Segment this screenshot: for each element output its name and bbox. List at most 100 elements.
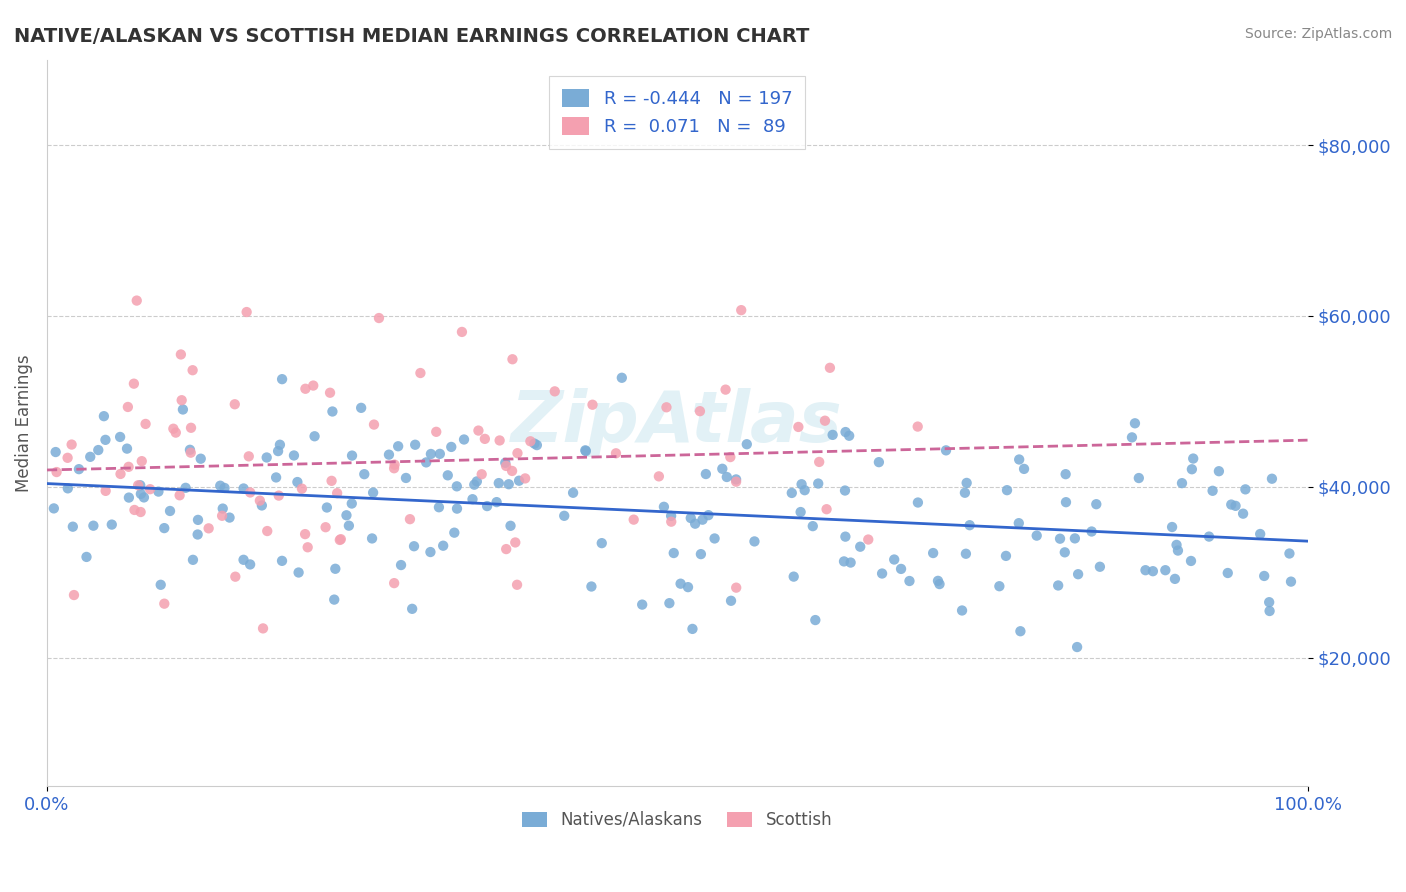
Scottish	[471, 467, 494, 482]
Natives/Alaskans	[218, 510, 240, 524]
Natives/Alaskans	[783, 569, 806, 583]
Natives/Alaskans	[436, 468, 458, 483]
Natives/Alaskans	[389, 558, 412, 572]
Natives/Alaskans	[950, 603, 973, 617]
Natives/Alaskans	[446, 501, 468, 516]
Natives/Alaskans	[446, 479, 468, 493]
Natives/Alaskans	[832, 554, 855, 568]
Natives/Alaskans	[1180, 554, 1202, 568]
Scottish	[131, 454, 153, 468]
Scottish	[488, 434, 510, 448]
Natives/Alaskans	[148, 484, 170, 499]
Natives/Alaskans	[695, 467, 717, 481]
Natives/Alaskans	[485, 495, 508, 509]
Natives/Alaskans	[1154, 563, 1177, 577]
Scottish	[655, 401, 678, 415]
Natives/Alaskans	[1054, 467, 1077, 482]
Scottish	[124, 503, 146, 517]
Natives/Alaskans	[432, 539, 454, 553]
Natives/Alaskans	[387, 439, 409, 453]
Natives/Alaskans	[1278, 547, 1301, 561]
Scottish	[815, 502, 838, 516]
Natives/Alaskans	[523, 436, 546, 450]
Scottish	[501, 464, 523, 478]
Natives/Alaskans	[87, 443, 110, 458]
Natives/Alaskans	[883, 552, 905, 566]
Scottish	[725, 475, 748, 489]
Scottish	[689, 404, 711, 418]
Natives/Alaskans	[1232, 507, 1254, 521]
Natives/Alaskans	[429, 447, 451, 461]
Natives/Alaskans	[256, 450, 278, 465]
Scottish	[252, 621, 274, 635]
Natives/Alaskans	[692, 513, 714, 527]
Natives/Alaskans	[271, 554, 294, 568]
Natives/Alaskans	[907, 495, 929, 509]
Natives/Alaskans	[562, 485, 585, 500]
Natives/Alaskans	[1182, 451, 1205, 466]
Scottish	[808, 455, 831, 469]
Scottish	[581, 398, 603, 412]
Scottish	[122, 376, 145, 391]
Natives/Alaskans	[419, 545, 441, 559]
Scottish	[321, 474, 343, 488]
Natives/Alaskans	[716, 470, 738, 484]
Natives/Alaskans	[553, 508, 575, 523]
Natives/Alaskans	[132, 491, 155, 505]
Natives/Alaskans	[870, 566, 893, 581]
Natives/Alaskans	[340, 496, 363, 510]
Natives/Alaskans	[1198, 530, 1220, 544]
Scottish	[623, 513, 645, 527]
Natives/Alaskans	[159, 504, 181, 518]
Scottish	[170, 393, 193, 408]
Natives/Alaskans	[849, 540, 872, 554]
Scottish	[181, 363, 204, 377]
Natives/Alaskans	[76, 549, 98, 564]
Scottish	[648, 469, 671, 483]
Natives/Alaskans	[45, 445, 67, 459]
Natives/Alaskans	[402, 539, 425, 553]
Natives/Alaskans	[744, 534, 766, 549]
Natives/Alaskans	[42, 501, 65, 516]
Natives/Alaskans	[679, 511, 702, 525]
Natives/Alaskans	[172, 402, 194, 417]
Scottish	[129, 505, 152, 519]
Scottish	[224, 397, 246, 411]
Natives/Alaskans	[361, 532, 384, 546]
Natives/Alaskans	[725, 472, 748, 486]
Scottish	[238, 450, 260, 464]
Scottish	[399, 512, 422, 526]
Scottish	[125, 293, 148, 308]
Scottish	[45, 465, 67, 479]
Natives/Alaskans	[419, 447, 441, 461]
Natives/Alaskans	[681, 622, 703, 636]
Scottish	[63, 588, 86, 602]
Scottish	[94, 483, 117, 498]
Natives/Alaskans	[575, 444, 598, 458]
Scottish	[714, 383, 737, 397]
Natives/Alaskans	[187, 527, 209, 541]
Natives/Alaskans	[179, 442, 201, 457]
Scottish	[506, 578, 529, 592]
Y-axis label: Median Earnings: Median Earnings	[15, 354, 32, 491]
Natives/Alaskans	[1010, 624, 1032, 639]
Natives/Alaskans	[1279, 574, 1302, 589]
Scottish	[326, 486, 349, 500]
Natives/Alaskans	[239, 558, 262, 572]
Natives/Alaskans	[153, 521, 176, 535]
Scottish	[787, 420, 810, 434]
Scottish	[730, 303, 752, 318]
Natives/Alaskans	[1208, 464, 1230, 478]
Natives/Alaskans	[1164, 572, 1187, 586]
Natives/Alaskans	[361, 485, 384, 500]
Scottish	[56, 450, 79, 465]
Scottish	[315, 520, 337, 534]
Natives/Alaskans	[232, 482, 254, 496]
Scottish	[329, 532, 352, 546]
Natives/Alaskans	[610, 371, 633, 385]
Natives/Alaskans	[1088, 559, 1111, 574]
Natives/Alaskans	[488, 476, 510, 491]
Natives/Alaskans	[890, 562, 912, 576]
Scottish	[467, 424, 489, 438]
Natives/Alaskans	[662, 546, 685, 560]
